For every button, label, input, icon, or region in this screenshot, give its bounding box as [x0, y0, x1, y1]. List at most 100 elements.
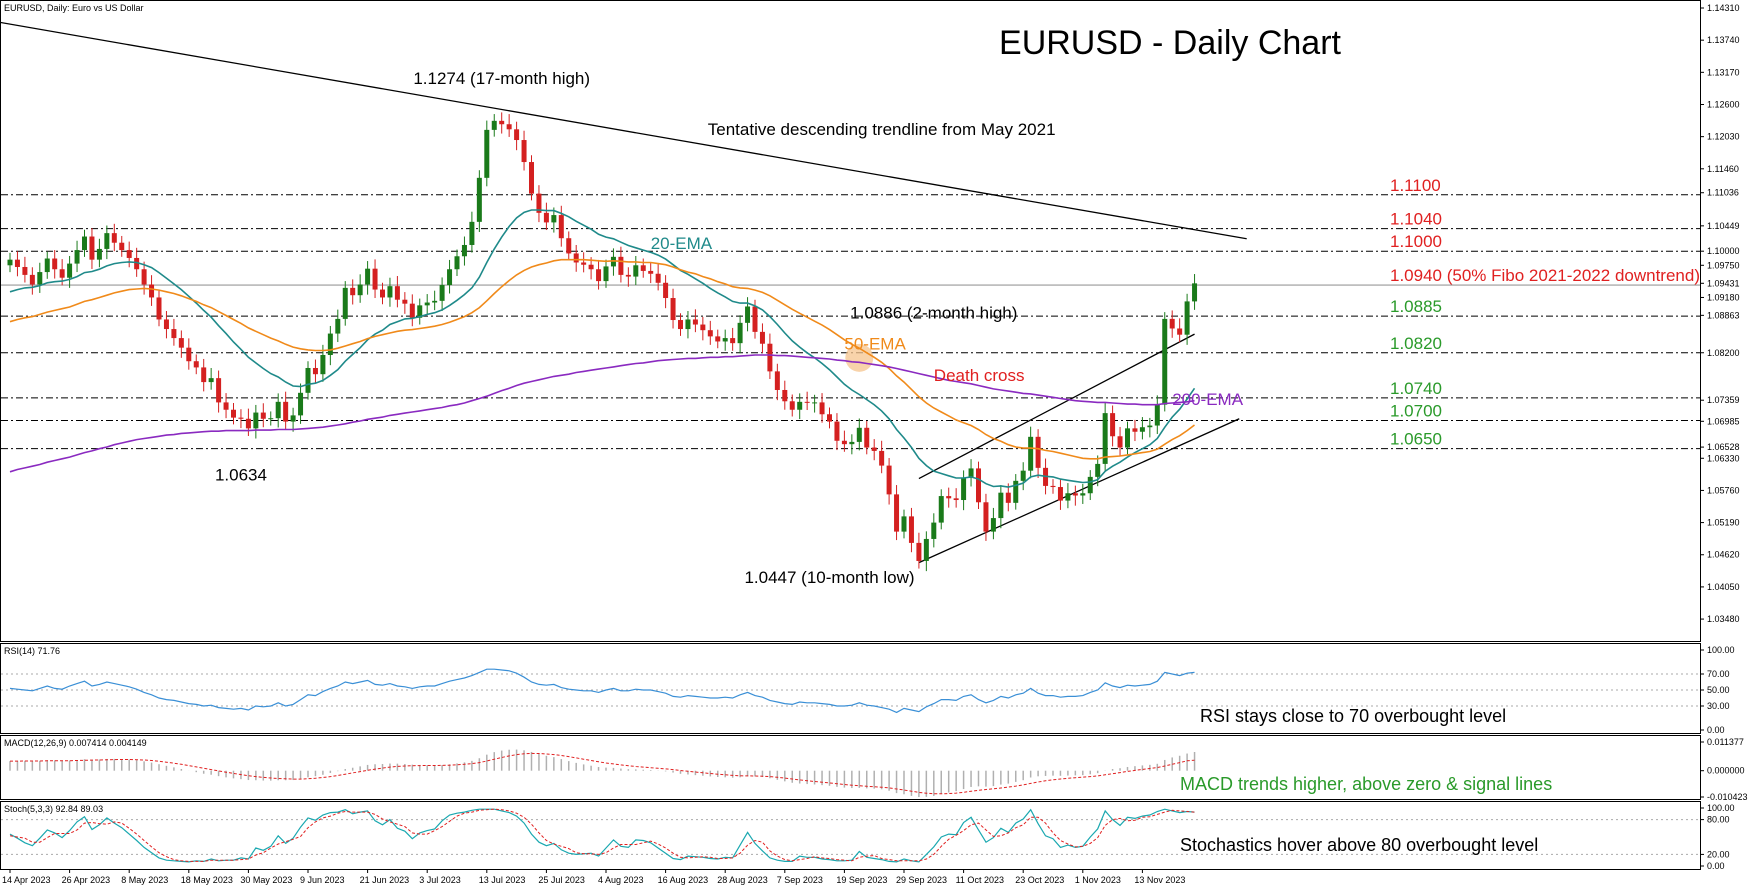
stoch-panel: 100.00 80.00 20.00 0.00 — [1, 803, 1735, 871]
time-tick-label: 14 Apr 2023 — [2, 875, 51, 885]
stoch-tick-label: 0.00 — [1707, 861, 1725, 871]
candle-body — [1184, 301, 1190, 335]
macd-tick-label: -0.010423 — [1707, 792, 1748, 802]
trendline-descending — [0, 21, 1247, 240]
time-tick-label: 11 Oct 2023 — [956, 875, 1004, 885]
rsi-pane-border — [0, 643, 1701, 734]
time-tick-label: 4 Aug 2023 — [598, 875, 644, 885]
time-tick-label: 1 Nov 2023 — [1075, 875, 1121, 885]
candle-body — [894, 494, 900, 532]
candle-body — [946, 496, 952, 499]
candle-body — [998, 492, 1004, 519]
candle-body — [1162, 318, 1168, 405]
price-tick-label: 1.12600 — [1707, 99, 1740, 109]
candle-body — [22, 266, 28, 275]
candle-body — [670, 298, 676, 321]
candle-body — [171, 329, 177, 339]
candle-body — [730, 338, 736, 344]
time-tick-label: 28 Aug 2023 — [717, 875, 768, 885]
candle-body — [342, 287, 348, 319]
price-tick-label: 1.08863 — [1707, 310, 1740, 320]
candle-body — [864, 427, 870, 448]
macd-signal-line — [10, 752, 1195, 795]
price-tick-label: 1.13740 — [1707, 35, 1740, 45]
candle-body — [543, 212, 549, 223]
candle-body — [67, 263, 73, 278]
candle-body — [812, 402, 818, 404]
candle-body — [923, 538, 929, 561]
price-tick-label: 1.09431 — [1707, 278, 1740, 288]
candle-body — [208, 378, 214, 383]
candle-body — [625, 274, 631, 277]
candle-body — [1139, 427, 1145, 432]
rsi-note: RSI stays close to 70 overbought level — [1200, 706, 1506, 726]
candle-body — [827, 414, 832, 422]
rsi-panel: 100.00 70.00 50.00 30.00 0.00 — [1, 645, 1735, 735]
candle-body — [163, 319, 169, 330]
candle-body — [1177, 328, 1183, 335]
price-tick-label: 1.07359 — [1707, 395, 1740, 405]
stoch-pane-border — [0, 801, 1701, 870]
trendline-channel-lower — [918, 418, 1240, 564]
candle-body — [327, 333, 333, 356]
candle-body — [804, 401, 810, 403]
price-axis: 1.14310 1.13740 1.13170 1.12600 1.12030 1.114… — [1700, 3, 1740, 624]
candle-body — [1072, 493, 1078, 496]
candle-body — [1065, 493, 1071, 501]
candle-body — [149, 284, 155, 298]
candle-body — [976, 468, 981, 503]
candle-body — [141, 269, 147, 285]
candle-body — [387, 286, 393, 298]
annotation: 1.0886 (2-month high) — [850, 303, 1017, 322]
annotation: 200-EMA — [1172, 390, 1244, 409]
rsi-tick-label: 30.00 — [1707, 701, 1730, 711]
candle-body — [238, 417, 244, 419]
candle-body — [134, 257, 140, 270]
macd-panel: 0.011377 0.000000 -0.010423 — [9, 737, 1748, 802]
main-pane-border — [0, 0, 1701, 642]
price-tick-label: 1.10449 — [1707, 221, 1740, 231]
price-tick-label: 1.10000 — [1707, 246, 1740, 256]
candle-body — [350, 287, 356, 296]
price-tick-label: 1.05190 — [1707, 518, 1740, 528]
candle-body — [1147, 425, 1153, 428]
candle-body — [916, 542, 922, 561]
candle-body — [715, 336, 721, 342]
stoch-k-line — [9, 808, 1195, 863]
candle-body — [931, 522, 937, 539]
rsi-tick-label: 70.00 — [1707, 669, 1730, 679]
price-tick-label: 1.08200 — [1707, 348, 1740, 358]
candle-body — [223, 402, 229, 410]
price-tick-label: 1.13170 — [1707, 67, 1740, 77]
candle-body — [655, 273, 661, 283]
candle-body — [1050, 485, 1056, 488]
level-label: 1.0700 — [1390, 401, 1442, 420]
time-tick-label: 16 Aug 2023 — [658, 875, 709, 885]
candle-body — [1087, 476, 1093, 494]
candle-body — [745, 306, 751, 323]
annotation: Death cross — [934, 366, 1025, 385]
chart-title: EURUSD - Daily Chart — [999, 24, 1341, 62]
candle-body — [879, 450, 885, 466]
candlesticks — [7, 112, 1198, 572]
price-tick-label: 1.11460 — [1707, 164, 1739, 174]
candle-body — [312, 367, 318, 375]
candle-body — [908, 516, 914, 543]
candle-body — [432, 300, 438, 303]
price-tick-label: 1.04050 — [1707, 582, 1740, 592]
price-tick-label: 1.03480 — [1707, 614, 1740, 624]
ema-50-ema — [9, 258, 1195, 460]
candle-body — [633, 265, 639, 277]
candle-body — [253, 412, 259, 429]
candle-body — [82, 236, 87, 251]
candle-body — [156, 297, 162, 320]
candle-body — [268, 418, 274, 420]
candle-body — [283, 401, 289, 422]
level-label: 1.0940 (50% Fibo 2021-2022 downtrend) — [1390, 266, 1700, 285]
level-label: 1.1100 — [1390, 176, 1441, 195]
candle-body — [126, 250, 132, 258]
candle-body — [1132, 428, 1138, 432]
stoch-tick-label: 100.00 — [1707, 803, 1735, 813]
macd-note: MACD trends higher, above zero & signal … — [1180, 774, 1552, 794]
